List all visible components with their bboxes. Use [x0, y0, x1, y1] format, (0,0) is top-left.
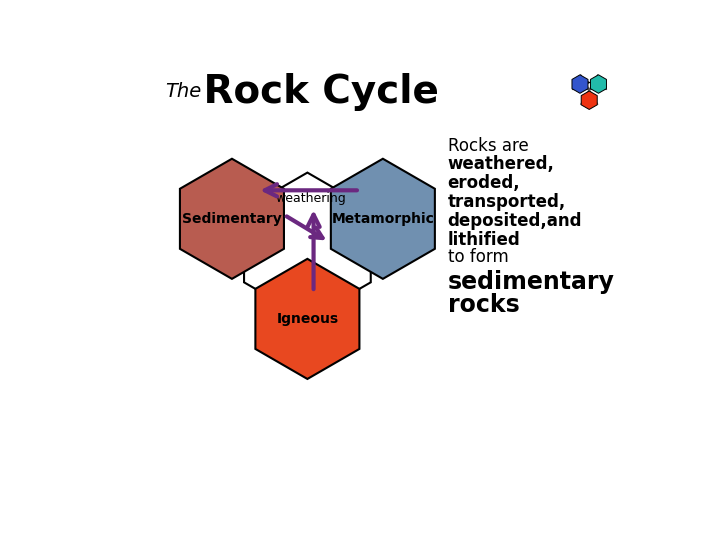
Polygon shape [244, 173, 371, 319]
Text: Igneous: Igneous [276, 312, 338, 326]
Text: weathered,: weathered, [448, 155, 554, 173]
Polygon shape [180, 159, 284, 279]
Text: rocks: rocks [448, 293, 519, 317]
Text: transported,: transported, [448, 193, 566, 211]
Text: eroded,: eroded, [448, 174, 520, 192]
Text: Metamorphic: Metamorphic [331, 212, 434, 226]
Text: deposited,and: deposited,and [448, 212, 582, 230]
Text: Rocks are: Rocks are [448, 137, 528, 154]
Polygon shape [572, 75, 588, 93]
Text: The: The [165, 82, 201, 102]
Polygon shape [331, 159, 435, 279]
Text: weathering: weathering [276, 192, 346, 205]
Polygon shape [590, 75, 606, 93]
Polygon shape [256, 259, 359, 379]
Text: lithified: lithified [448, 231, 521, 248]
Text: to form: to form [448, 248, 508, 266]
Polygon shape [581, 91, 597, 110]
Text: sedimentary: sedimentary [448, 270, 614, 294]
Text: Rock Cycle: Rock Cycle [190, 73, 439, 111]
Text: Sedimentary: Sedimentary [182, 212, 282, 226]
